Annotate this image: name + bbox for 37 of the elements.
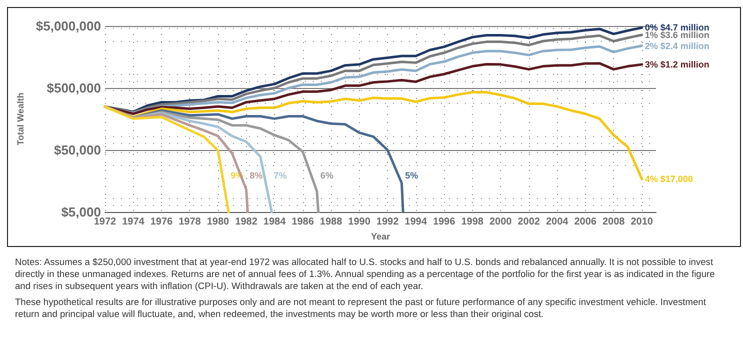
y-tick-label: $5,000,000 <box>36 18 101 34</box>
x-tick-label: 1988 <box>320 216 343 228</box>
x-tick-label: 2008 <box>602 216 626 228</box>
x-tick-label: 1972 <box>94 216 117 228</box>
x-tick-label: 1978 <box>178 216 202 228</box>
series-label: 2% $2.4 million <box>644 40 710 51</box>
x-tick-label: 1996 <box>432 216 456 228</box>
x-tick-label: 1976 <box>150 216 174 228</box>
series-label: 7% <box>274 170 287 180</box>
series-label: 8% <box>250 170 263 180</box>
x-tick-label: 2004 <box>546 216 569 228</box>
x-tick-label: 1992 <box>376 216 400 228</box>
x-tick-label: 1984 <box>263 216 286 228</box>
x-axis-title: Year <box>370 232 390 242</box>
x-tick-label: 1980 <box>206 216 230 228</box>
x-tick-label: 1998 <box>461 216 484 228</box>
series-label: 1% $3.6 million <box>644 30 710 40</box>
x-tick-label: 1990 <box>348 216 371 228</box>
x-tick-label: 1982 <box>235 216 258 228</box>
series-label: 4% $17,000 <box>644 174 693 184</box>
y-tick-label: $50,000 <box>54 142 101 158</box>
line-series <box>104 62 644 116</box>
y-tick-label: $5,000 <box>61 204 101 220</box>
y-axis-title: Total Wealth <box>16 92 26 146</box>
x-tick-label: 1994 <box>404 216 428 228</box>
x-tick-label: 2006 <box>574 216 597 228</box>
x-tick-label: 1986 <box>292 216 314 228</box>
x-tick-label: 1974 <box>122 216 145 228</box>
text: Notes: Assumes a $250,000 investment that at year-end 1972 was allocated half to U.S. stocks and half to U.S. bonds and rebalanced annually. It is not possible to invest directly in these unmanaged indexes. Returns are net of annual fees of 1.3%. Annual spending as a percentage of the portfolio for the first year is as indicated in the figure and rises in subsequent years with inflation (CPI-U). Withdrawals are taken at the end of each year. <box>15 256 716 292</box>
y-tick-label: $500,000 <box>46 80 101 96</box>
x-tick-label: 2010 <box>630 216 654 228</box>
x-tick-label: 2000 <box>489 216 512 228</box>
series-label: 3% $1.2 million <box>644 59 710 70</box>
x-tick-label: 2002 <box>518 216 540 228</box>
series-label: 5% <box>405 170 418 180</box>
text: These hypothetical results are for illustrative purposes only and are not meant to represent the past or future performance of any specific investment vehicle. Investment return and principal value will fluctuate, and, when redeemed, the investments may be worth more or less than their original cost. <box>15 296 707 320</box>
series-label: 6% <box>320 170 334 180</box>
